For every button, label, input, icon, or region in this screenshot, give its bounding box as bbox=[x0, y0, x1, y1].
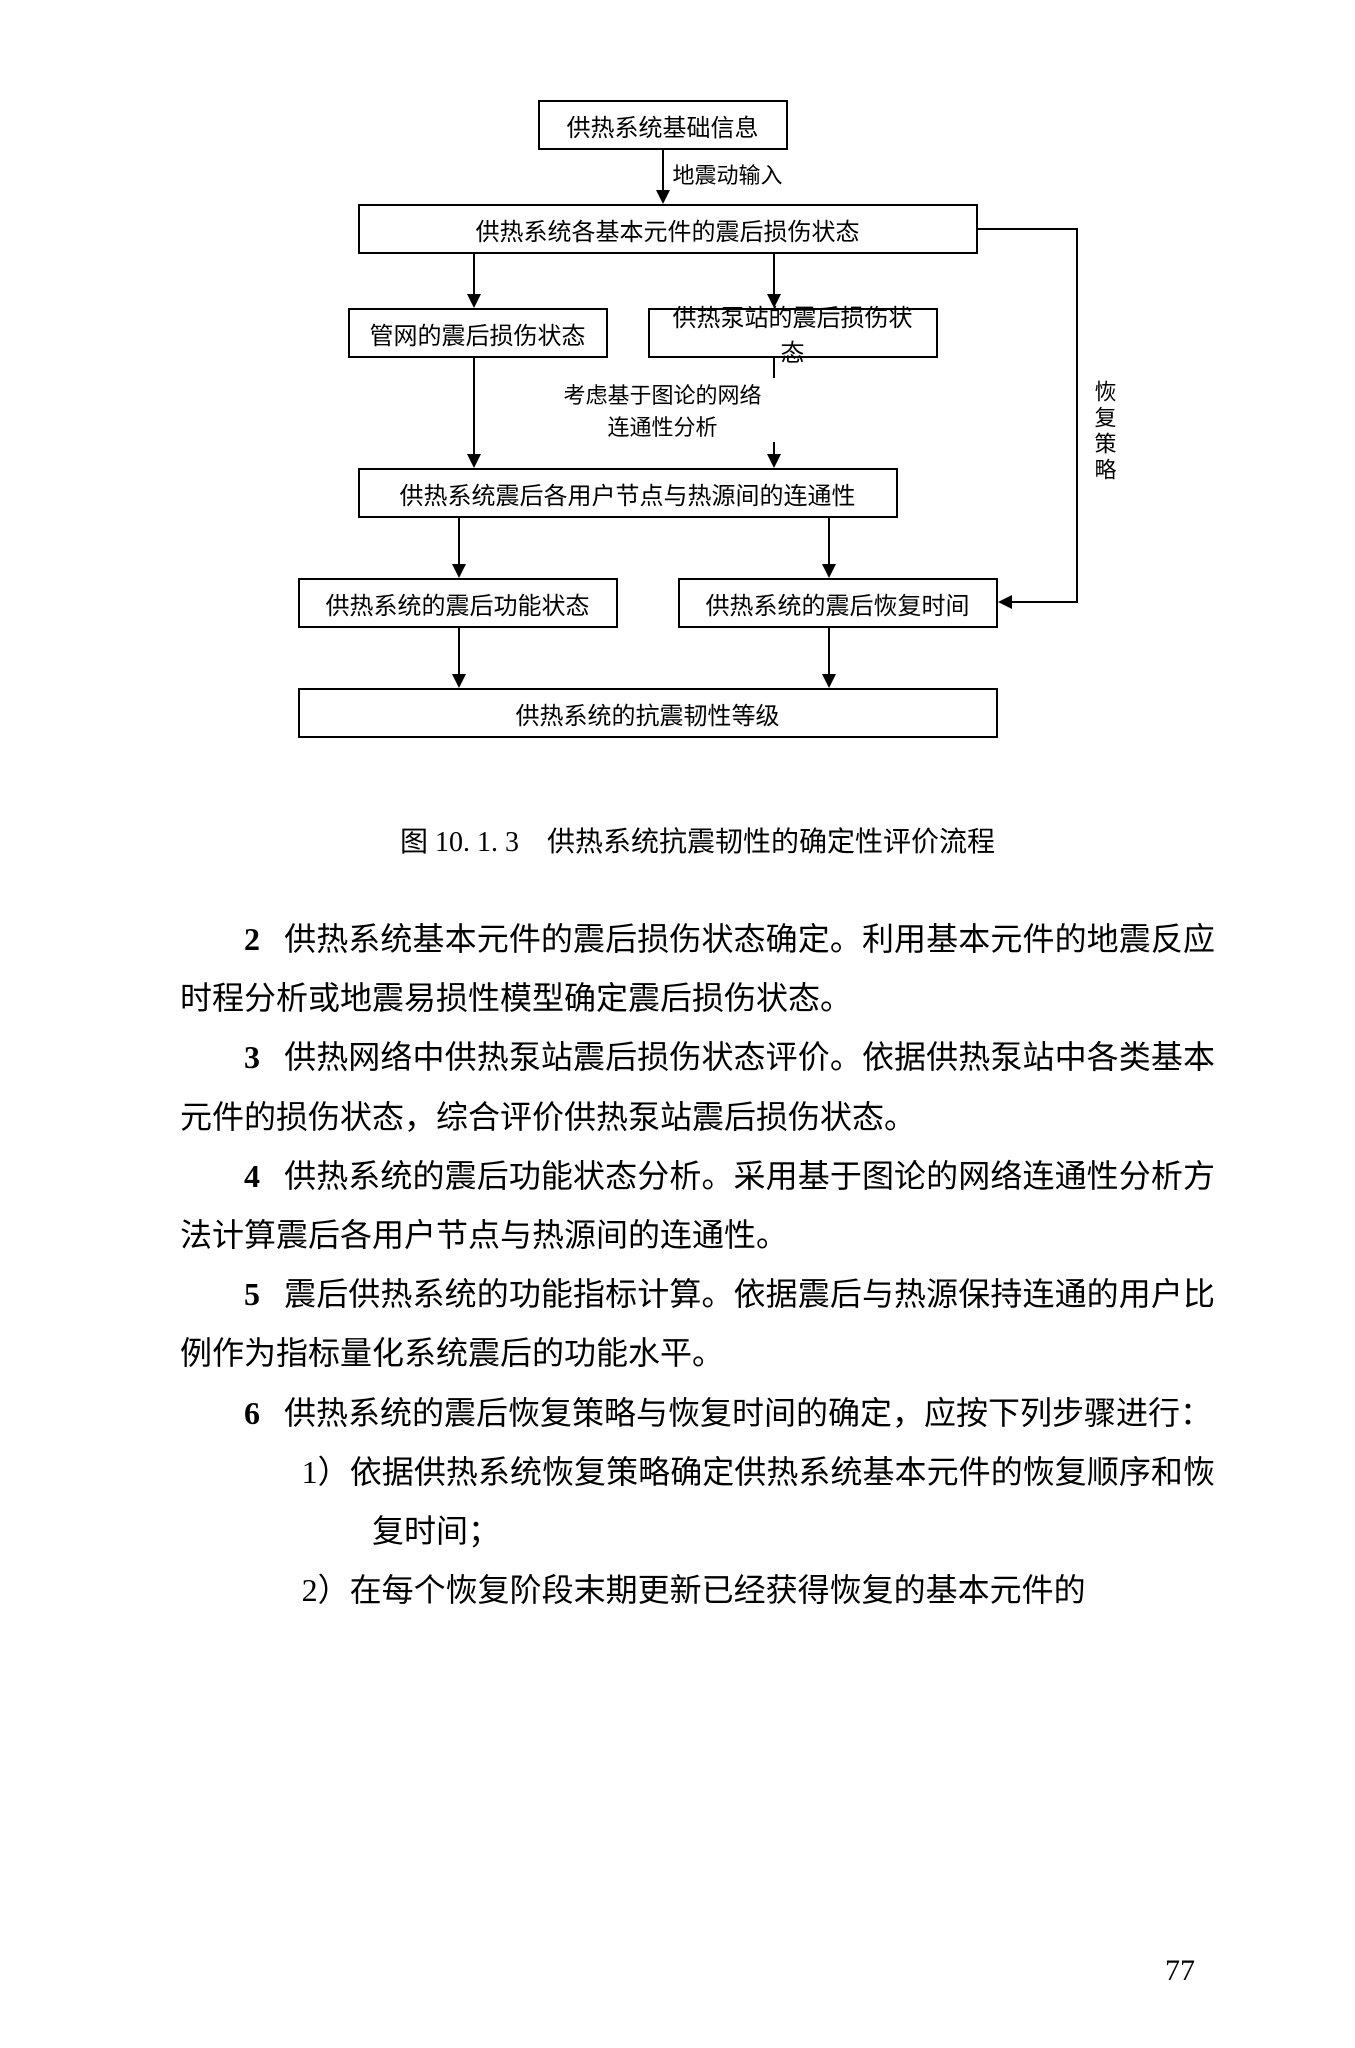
para-text: 供热系统的震后恢复策略与恢复时间的确定，应按下列步骤进行： bbox=[284, 1395, 1212, 1431]
fc-arrow bbox=[1012, 601, 1078, 603]
fc-arrowhead bbox=[767, 454, 781, 468]
paragraph-5: 5震后供热系统的功能指标计算。依据震后与热源保持连通的用户比例作为指标量化系统震… bbox=[180, 1265, 1215, 1383]
para-text: 震后供热系统的功能指标计算。依据震后与热源保持连通的用户比例作为指标量化系统震后… bbox=[180, 1276, 1215, 1371]
fc-label-seismic-input: 地震动输入 bbox=[673, 158, 783, 190]
para-num: 6 bbox=[244, 1384, 284, 1443]
fc-node-7: 供热系统的震后恢复时间 bbox=[678, 578, 998, 628]
fc-label-graph-analysis: 考虑基于图论的网络 连通性分析 bbox=[538, 378, 788, 442]
fc-node-1: 供热系统基础信息 bbox=[538, 100, 788, 150]
fc-arrow bbox=[828, 628, 830, 676]
para-text: 供热系统的震后功能状态分析。采用基于图论的网络连通性分析方法计算震后各用户节点与… bbox=[180, 1158, 1215, 1253]
fc-node-6: 供热系统的震后功能状态 bbox=[298, 578, 618, 628]
fc-node-4: 供热泵站的震后损伤状态 bbox=[648, 308, 938, 358]
para-num: 5 bbox=[244, 1265, 284, 1324]
fc-arrow bbox=[458, 518, 460, 566]
fc-node-3: 管网的震后损伤状态 bbox=[348, 308, 608, 358]
fc-arrowhead bbox=[998, 595, 1012, 609]
paragraph-3: 3供热网络中供热泵站震后损伤状态评价。依据供热泵站中各类基本元件的损伤状态，综合… bbox=[180, 1028, 1215, 1146]
fc-arrow bbox=[458, 628, 460, 676]
para-text: 供热网络中供热泵站震后损伤状态评价。依据供热泵站中各类基本元件的损伤状态，综合评… bbox=[180, 1039, 1215, 1134]
para-num: 3 bbox=[244, 1028, 284, 1087]
sub-item-2: 2）在每个恢复阶段末期更新已经获得恢复的基本元件的 bbox=[180, 1561, 1215, 1620]
fc-arrow bbox=[828, 518, 830, 566]
sub-num: 2） bbox=[302, 1572, 350, 1608]
sub-item-1: 1）依据供热系统恢复策略确定供热系统基本元件的恢复顺序和恢复时间； bbox=[180, 1443, 1215, 1561]
fc-arrow bbox=[662, 150, 664, 192]
fc-arrow bbox=[978, 228, 1078, 230]
fc-node-8: 供热系统的抗震韧性等级 bbox=[298, 688, 998, 738]
fc-arrowhead bbox=[452, 674, 466, 688]
fc-node-5: 供热系统震后各用户节点与热源间的连通性 bbox=[358, 468, 898, 518]
paragraph-6: 6供热系统的震后恢复策略与恢复时间的确定，应按下列步骤进行： bbox=[180, 1384, 1215, 1443]
body-text-region: 2供热系统基本元件的震后损伤状态确定。利用基本元件的地震反应时程分析或地震易损性… bbox=[180, 910, 1215, 1620]
sub-text: 依据供热系统恢复策略确定供热系统基本元件的恢复顺序和恢复时间； bbox=[350, 1454, 1215, 1549]
fc-arrowhead bbox=[467, 294, 481, 308]
sub-text: 在每个恢复阶段末期更新已经获得恢复的基本元件的 bbox=[350, 1572, 1086, 1608]
para-num: 2 bbox=[244, 910, 284, 969]
sub-num: 1） bbox=[302, 1454, 350, 1490]
paragraph-2: 2供热系统基本元件的震后损伤状态确定。利用基本元件的地震反应时程分析或地震易损性… bbox=[180, 910, 1215, 1028]
fc-arrow bbox=[773, 254, 775, 296]
fc-arrowhead bbox=[656, 190, 670, 204]
para-num: 4 bbox=[244, 1147, 284, 1206]
fc-arrow bbox=[473, 358, 475, 456]
para-text: 供热系统基本元件的震后损伤状态确定。利用基本元件的地震反应时程分析或地震易损性模… bbox=[180, 921, 1215, 1016]
paragraph-4: 4供热系统的震后功能状态分析。采用基于图论的网络连通性分析方法计算震后各用户节点… bbox=[180, 1147, 1215, 1265]
fc-label-recovery: 恢复策略 bbox=[1088, 380, 1120, 484]
flowchart-figure: 供热系统基础信息 地震动输入 供热系统各基本元件的震后损伤状态 管网的震后损伤状… bbox=[258, 100, 1138, 790]
fc-arrowhead bbox=[822, 674, 836, 688]
fc-arrowhead bbox=[452, 564, 466, 578]
fc-node-2: 供热系统各基本元件的震后损伤状态 bbox=[358, 204, 978, 254]
fc-arrowhead bbox=[822, 564, 836, 578]
figure-caption: 图 10. 1. 3 供热系统抗震韧性的确定性评价流程 bbox=[180, 820, 1215, 860]
page-number: 77 bbox=[1165, 1954, 1195, 1988]
fc-arrow bbox=[473, 254, 475, 296]
fc-arrowhead bbox=[467, 454, 481, 468]
fc-arrow bbox=[1076, 228, 1078, 602]
